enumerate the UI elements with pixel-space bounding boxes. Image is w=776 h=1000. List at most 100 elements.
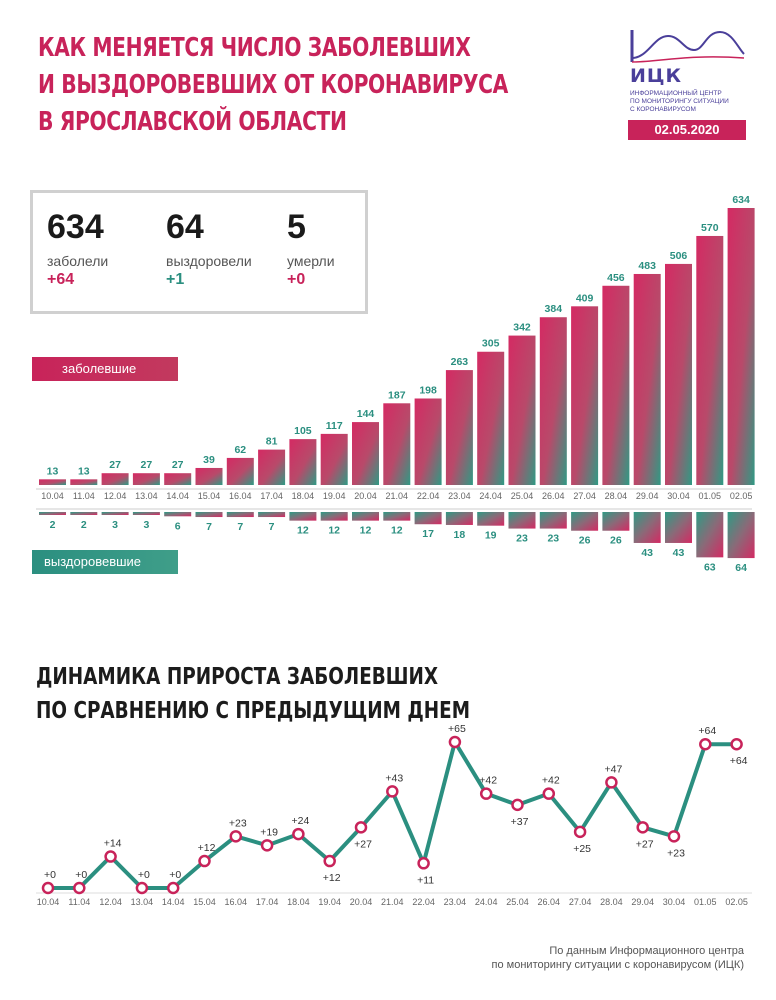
bar-infected: [320, 433, 348, 485]
bar-value-recovered: 18: [454, 529, 466, 541]
tick-label: 13.04: [131, 897, 154, 907]
date-badge: 02.05.2020: [628, 120, 746, 140]
bar-recovered: [70, 512, 98, 515]
bar-recovered: [289, 512, 317, 521]
stat-label: умерли: [287, 253, 335, 269]
bar-value-infected: 342: [513, 322, 531, 334]
stat-deaths: 5 умерли +0: [287, 207, 335, 289]
title-line-1: КАК МЕНЯЕТСЯ ЧИСЛО ЗАБОЛЕВШИХ: [38, 33, 471, 63]
tick-label: 21.04: [381, 897, 404, 907]
line-point: [166, 881, 180, 895]
bar-value-infected: 62: [234, 444, 246, 456]
bar-value-recovered: 12: [360, 525, 372, 537]
bar-value-infected: 81: [266, 436, 278, 448]
bar-recovered: [258, 512, 286, 518]
point-label: +64: [730, 755, 748, 767]
bar-infected: [633, 273, 661, 485]
bar-value-infected: 13: [47, 465, 59, 477]
tick-label: 21.04: [386, 491, 409, 501]
line-point: [448, 735, 462, 749]
bar-value-recovered: 7: [237, 521, 243, 533]
bar-recovered: [101, 512, 129, 515]
point-label: +27: [354, 838, 372, 850]
legend-infected: заболевшие: [32, 357, 178, 381]
bar-value-recovered: 2: [81, 519, 87, 531]
bar-value-recovered: 3: [112, 519, 118, 531]
bar-value-recovered: 43: [641, 547, 653, 559]
tick-label: 13.04: [135, 491, 158, 501]
bar-value-recovered: 64: [735, 562, 747, 574]
line-point: [511, 798, 524, 812]
point-label: +24: [291, 815, 309, 827]
tick-label: 24.04: [475, 897, 498, 907]
section-title-line-2: ПО СРАВНЕНИЮ С ПРЕДЫДУЩИМ ДНЕМ: [36, 698, 471, 724]
tick-label: 22.04: [417, 491, 440, 501]
bar-value-recovered: 17: [422, 528, 434, 540]
bar-recovered: [352, 512, 379, 521]
source-note: По данным Информационного центра по мони…: [492, 944, 744, 972]
section-title-line-1: ДИНАМИКА ПРИРОСТА ЗАБОЛЕВШИХ: [36, 664, 439, 690]
point-label: +37: [511, 816, 529, 828]
bar-infected: [571, 306, 599, 485]
tick-label: 16.04: [229, 491, 252, 501]
line-point: [573, 825, 587, 839]
bar-value-recovered: 2: [50, 519, 56, 531]
bar-value-recovered: 12: [297, 525, 309, 537]
bar-infected: [226, 457, 254, 485]
bar-recovered: [383, 512, 411, 521]
bar-infected: [602, 285, 630, 485]
tick-label: 10.04: [41, 491, 64, 501]
bar-value-infected: 483: [638, 260, 656, 272]
bar-recovered: [508, 512, 536, 529]
point-label: +14: [104, 838, 122, 850]
bar-value-recovered: 3: [143, 519, 149, 531]
stat-delta: +64: [47, 271, 75, 288]
tick-label: 20.04: [350, 897, 373, 907]
tick-label: 14.04: [166, 491, 189, 501]
bar-value-infected: 305: [482, 338, 500, 350]
bar-value-infected: 27: [141, 459, 153, 471]
bar-infected: [352, 422, 379, 485]
bar-value-recovered: 26: [610, 535, 622, 547]
point-label: +0: [75, 869, 87, 881]
tick-label: 28.04: [605, 491, 628, 501]
tick-label: 12.04: [104, 491, 127, 501]
bar-infected: [696, 235, 724, 485]
line-point: [386, 785, 399, 798]
tick-label: 24.04: [479, 491, 502, 501]
bar-recovered: [696, 512, 724, 558]
bar-infected: [70, 479, 98, 485]
tick-label: 14.04: [162, 897, 185, 907]
bar-infected: [445, 370, 473, 485]
line-point: [605, 776, 618, 789]
tick-label: 01.05: [699, 491, 722, 501]
tick-label: 17.04: [256, 897, 279, 907]
stat-label: выздоровели: [166, 253, 252, 269]
tick-label: 02.05: [730, 491, 753, 501]
bar-value-recovered: 7: [206, 521, 212, 533]
bar-value-recovered: 7: [269, 521, 275, 533]
bar-value-recovered: 6: [175, 520, 181, 532]
tick-label: 10.04: [37, 897, 60, 907]
bar-infected: [101, 473, 129, 485]
stat-recovered: 64 выздоровели +1: [166, 207, 252, 289]
bar-value-recovered: 19: [485, 530, 497, 542]
tick-label: 11.04: [68, 897, 90, 907]
bar-recovered: [414, 512, 442, 525]
bar-infected: [39, 479, 66, 485]
point-label: +47: [604, 763, 622, 775]
line-point: [73, 881, 86, 895]
line-point: [667, 830, 681, 843]
bar-value-infected: 187: [388, 389, 406, 401]
point-label: +64: [698, 725, 716, 737]
line-point: [229, 830, 243, 843]
bar-value-recovered: 12: [391, 525, 403, 537]
point-label: +23: [229, 817, 247, 829]
line-point: [323, 854, 336, 868]
tick-label: 17.04: [260, 491, 283, 501]
bar-infected: [132, 473, 160, 485]
tick-label: 19.04: [323, 491, 346, 501]
tick-label: 23.04: [448, 491, 471, 501]
logo-sub-line: С КОРОНАВИРУСОМ: [630, 106, 696, 113]
tick-label: 16.04: [225, 897, 248, 907]
